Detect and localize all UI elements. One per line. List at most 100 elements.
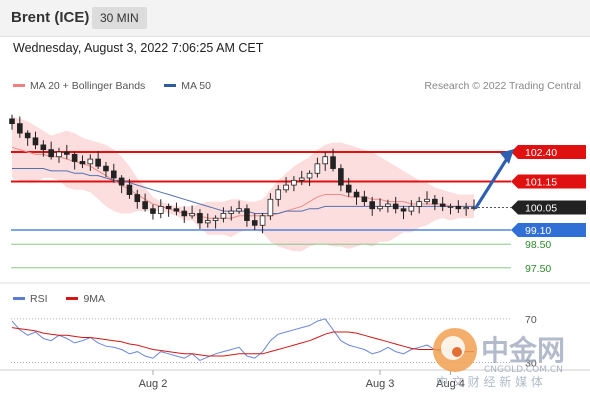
price-candle [165, 205, 172, 210]
level-label-100.05: 100.05 [525, 203, 557, 215]
x-tick-label: Aug 3 [366, 378, 395, 390]
price-candle [197, 213, 203, 224]
price-candle [385, 203, 391, 207]
ma20-line [11, 146, 474, 219]
bollinger-band-area [12, 116, 474, 252]
price-candle [392, 203, 399, 210]
rsi-swatch [13, 296, 25, 300]
price-candle [424, 198, 430, 203]
price-candle [369, 201, 376, 210]
price-candle [103, 165, 109, 172]
price-legend: MA 20 + Bollinger Bands MA 50 [13, 80, 211, 92]
research-credit: Research © 2022 Trading Central [424, 80, 581, 92]
price-candle [157, 205, 164, 214]
price-candle [64, 151, 70, 155]
price-candle [244, 208, 250, 221]
level-label-98.50: 98.50 [525, 239, 551, 251]
report-datetime: Wednesday, August 3, 2022 7:06:25 AM CET [13, 41, 264, 55]
price-candle [267, 198, 274, 217]
watermark-logo-dot [452, 347, 462, 357]
level-label-102.40: 102.40 [525, 147, 557, 159]
price-candle [338, 168, 344, 186]
price-candle [87, 158, 94, 165]
watermark-logo-inner [441, 336, 465, 360]
rsi-legend-label: RSI [30, 293, 48, 305]
price-candle [32, 137, 39, 146]
level-tag-100.05 [511, 200, 586, 215]
price-candle [204, 220, 211, 224]
price-candle [56, 151, 62, 158]
price-candle [432, 198, 438, 205]
price-candle [361, 196, 368, 203]
price-candle [118, 177, 125, 186]
price-candle [212, 217, 219, 221]
x-tick-label: Aug 2 [139, 378, 168, 390]
level-tag-101.15 [511, 174, 586, 189]
price-candle [236, 208, 242, 212]
price-candle [314, 163, 321, 174]
price-candle [353, 191, 360, 198]
price-candle [345, 184, 352, 193]
rsi-legend: RSI 9MA [13, 293, 105, 305]
rsi-tick-70: 70 [525, 314, 537, 326]
price-candle [298, 177, 305, 181]
ma50-swatch [164, 83, 177, 87]
watermark-tagline: 中 文 财 经 新 媒 体 [436, 374, 543, 389]
price-candle [95, 158, 101, 167]
price-candle [416, 201, 422, 207]
price-candle [17, 123, 23, 134]
price-candle [322, 156, 329, 165]
timeframe-badge[interactable]: 30 MIN [92, 7, 147, 29]
x-tick-label: Aug 4 [436, 378, 465, 390]
rsi-ma-line [11, 327, 474, 357]
price-candle [447, 205, 454, 208]
price-candle [306, 172, 313, 179]
price-candle [463, 207, 469, 210]
price-candle [134, 194, 141, 203]
rsi-ma-swatch [66, 296, 79, 300]
price-candle [291, 179, 297, 186]
rsi-line [11, 318, 474, 361]
watermark-name: 中金网 [481, 334, 565, 367]
price-candle [377, 205, 383, 210]
price-candle [79, 161, 86, 165]
price-candle [48, 149, 54, 158]
price-candle [283, 184, 289, 191]
price-candle [439, 203, 446, 207]
price-candle [9, 118, 15, 125]
level-label-99.10: 99.10 [525, 225, 551, 237]
price-candle [408, 205, 415, 212]
ma20-swatch [13, 83, 25, 87]
price-candle [71, 153, 78, 162]
price-candle [220, 213, 227, 219]
level-tag-102.40 [511, 145, 586, 159]
price-candle [259, 215, 266, 226]
forecast-arrow [474, 155, 510, 210]
price-candle [330, 156, 336, 169]
price-candle [228, 210, 235, 214]
rsi-ma-legend-label: 9MA [83, 293, 106, 305]
ma50-legend-label: MA 50 [181, 80, 211, 92]
price-candle [126, 184, 133, 195]
price-candle [142, 201, 148, 210]
price-candle [455, 205, 462, 210]
price-candle [150, 208, 156, 214]
rsi-tick-30: 30 [525, 358, 537, 370]
level-label-101.15: 101.15 [525, 177, 557, 189]
watermark-url: CNGOLD.COM.CN [484, 365, 563, 375]
price-candle [24, 132, 31, 139]
price-candle [400, 208, 407, 212]
instrument-title: Brent (ICE) [11, 9, 90, 26]
level-label-97.50: 97.50 [525, 263, 551, 275]
price-candle [181, 210, 188, 217]
forecast-arrowhead [500, 149, 514, 164]
level-tag-99.10 [511, 223, 586, 237]
price-candle [173, 208, 180, 212]
price-candle [110, 170, 117, 179]
price-candle [275, 189, 282, 200]
price-candle [189, 213, 195, 217]
price-candle [251, 220, 258, 226]
ma20-legend-label: MA 20 + Bollinger Bands [30, 80, 146, 92]
price-candle [40, 144, 47, 151]
